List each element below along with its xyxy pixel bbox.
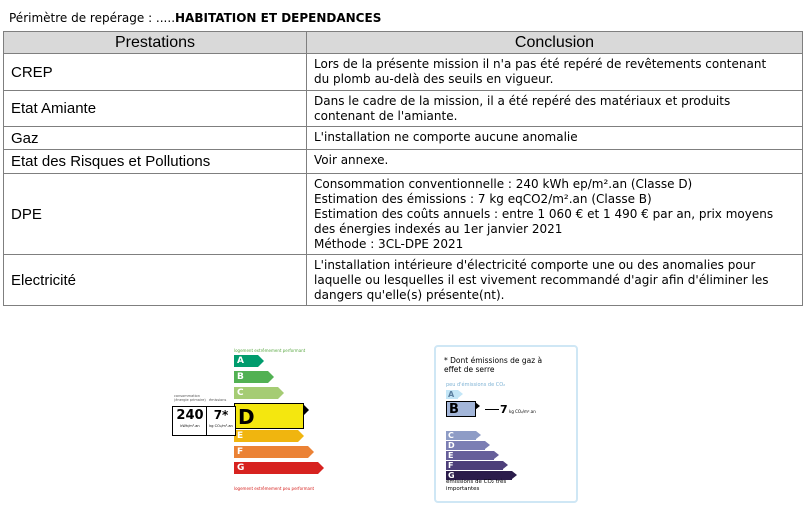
conclusion-line: laquelle ou lesquelles il est vivement r…: [314, 273, 769, 287]
prestation-cell: Electricité: [3, 254, 307, 306]
conclusion-line: Dans le cadre de la mission, il a été re…: [314, 94, 731, 108]
ges-class-bar-d: D: [446, 441, 490, 450]
perimetre-value: HABITATION ET DEPENDANCES: [175, 11, 382, 25]
table-header-row: Prestations Conclusion: [3, 31, 803, 54]
conclusion-line: Méthode : 3CL-DPE 2021: [314, 237, 464, 251]
ges-top-caption: peu d'émissions de CO₂: [446, 382, 506, 388]
ges-bottom-caption: émissions de CO₂ très importantes: [446, 479, 507, 492]
ges-title: * Dont émissions de gaz à effet de serre: [444, 356, 543, 374]
dpe-emissions-box: 7* kg CO₂/m².an: [206, 406, 236, 436]
ges-class-bar-b: B: [446, 401, 480, 417]
ges-class-bar-c: C: [446, 431, 481, 440]
perimetre-line: Périmètre de repérage : .....HABITATION …: [9, 11, 381, 25]
conclusion-header: Conclusion: [306, 31, 803, 54]
prestation-cell: Etat des Risques et Pollutions: [3, 149, 307, 174]
conclusion-cell: Voir annexe.: [306, 149, 803, 174]
conclusion-line: Lors de la présente mission il n'a pas é…: [314, 57, 767, 71]
ges-class-bar-e: E: [446, 451, 499, 460]
dpe-class-bar-f: F: [234, 446, 314, 458]
table-row: DPE Consommation conventionnelle : 240 kW…: [3, 173, 803, 255]
table-row: CREP Lors de la présente mission il n'a p…: [3, 53, 803, 91]
dpe-emissions-caption: émissions: [209, 398, 227, 402]
conclusion-cell: L'installation intérieure d'électricité …: [306, 254, 803, 306]
conclusion-line: Consommation conventionnelle : 240 kWh e…: [314, 177, 693, 191]
dpe-class-bar-c: C: [234, 387, 284, 399]
dpe-bottom-caption: logement extrêmement peu performant: [234, 486, 315, 491]
conclusion-line: Estimation des émissions : 7 kg eqCO2/m²…: [314, 192, 652, 206]
dpe-consumption-box: 240 kWh/m².an: [172, 406, 207, 436]
ges-class-bar-g: G: [446, 471, 517, 480]
conclusion-line: L'installation ne comporte aucune anomal…: [314, 130, 578, 144]
dpe-class-bar-e: E: [234, 430, 304, 442]
dpe-class-bar-g: G: [234, 462, 324, 474]
conclusion-cell: Lors de la présente mission il n'a pas é…: [306, 53, 803, 91]
dpe-consumption-unit: kWh/m².an: [180, 424, 200, 428]
table-row: Etat Amiante Dans le cadre de la mission,…: [3, 90, 803, 127]
conclusion-cell: L'installation ne comporte aucune anomal…: [306, 126, 803, 150]
ges-value-pointer: [485, 409, 499, 410]
conclusion-line: Voir annexe.: [314, 153, 389, 167]
dpe-emissions-value: 7*: [213, 408, 229, 422]
conclusion-line: Estimation des coûts annuels : entre 1 0…: [314, 207, 774, 221]
ges-class-bar-f: F: [446, 461, 508, 470]
conclusion-cell: Dans le cadre de la mission, il a été re…: [306, 90, 803, 127]
prestation-cell: Etat Amiante: [3, 90, 307, 127]
conclusion-line: dangers qu'elle(s) présente(nt).: [314, 288, 505, 302]
dpe-class-bar-a: A: [234, 355, 264, 367]
perimetre-label: Périmètre de repérage : .....: [9, 11, 176, 25]
dpe-consumption-value: 240: [176, 408, 204, 423]
conclusion-line: des énergies indexés au 1er janvier 2021: [314, 222, 563, 236]
dpe-top-caption: logement extrêmement performant: [234, 348, 306, 353]
ges-value: 7: [500, 403, 508, 416]
ges-label: * Dont émissions de gaz à effet de serre…: [434, 345, 578, 503]
table-row: Gaz L'installation ne comporte aucune ano…: [3, 126, 803, 150]
dpe-class-bar-b: B: [234, 371, 274, 383]
table-row: Electricité L'installation intérieure d'é…: [3, 254, 803, 306]
dpe-consumption-caption: consommation (énergie primaire): [174, 394, 206, 402]
prestation-cell: Gaz: [3, 126, 307, 150]
conclusion-cell: Consommation conventionnelle : 240 kWh e…: [306, 173, 803, 255]
ges-unit: kg CO₂/m².an: [509, 409, 536, 414]
table-row: Etat des Risques et Pollutions Voir annex…: [3, 149, 803, 174]
conclusion-line: L'installation intérieure d'électricité …: [314, 258, 756, 272]
dpe-class-bar-d: D: [234, 403, 309, 429]
prestations-table: Prestations Conclusion CREP Lors de la pr…: [3, 31, 803, 306]
prestation-cell: CREP: [3, 53, 307, 91]
conclusion-line: du plomb au-delà des seuils en vigueur.: [314, 72, 554, 86]
prestation-cell: DPE: [3, 173, 307, 255]
prestations-header: Prestations: [3, 31, 307, 54]
dpe-emissions-unit: kg CO₂/m².an: [209, 424, 233, 428]
conclusion-line: contenant de l'amiante.: [314, 109, 458, 123]
ges-class-bar-a: A: [446, 390, 463, 399]
